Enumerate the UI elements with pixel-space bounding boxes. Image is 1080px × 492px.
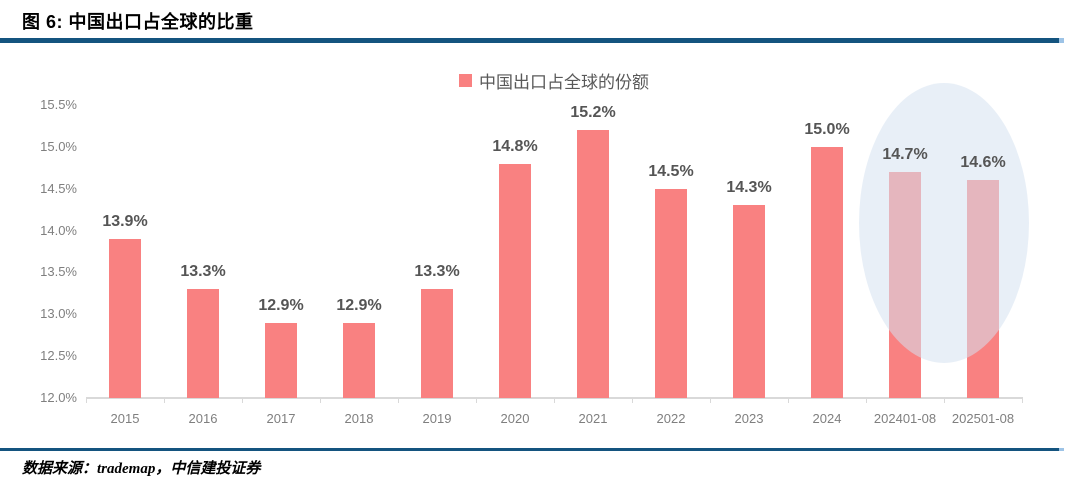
bar-2022 xyxy=(655,188,687,398)
x-axis-tickmark xyxy=(86,398,87,403)
x-axis-tickmark xyxy=(164,398,165,403)
highlight-ellipse xyxy=(859,83,1029,363)
y-axis-tick-label: 12.0% xyxy=(40,390,77,405)
bar-2020 xyxy=(499,163,531,398)
y-axis-tick-label: 14.5% xyxy=(40,180,77,196)
x-axis-label: 2018 xyxy=(344,411,374,426)
bar-value-label: 13.3% xyxy=(414,263,460,281)
legend-marker-swatch xyxy=(459,74,472,87)
y-axis-tick-label: 15.5% xyxy=(40,97,77,112)
footer-rule xyxy=(0,448,1064,451)
y-axis-tick-label: 12.5% xyxy=(40,348,77,364)
title-rule xyxy=(0,38,1064,43)
x-axis-label: 2017 xyxy=(266,411,296,426)
x-axis-tickmark xyxy=(398,398,399,403)
bar-2023 xyxy=(733,205,765,398)
bar-2019 xyxy=(421,289,453,398)
bar-value-label: 14.3% xyxy=(726,179,772,197)
x-axis-tickmark xyxy=(320,398,321,403)
figure-title: 图 6: 中国出口占全球的比重 xyxy=(22,12,254,32)
y-axis-tick-label: 13.5% xyxy=(40,264,77,280)
bar-value-label: 14.6% xyxy=(960,154,1006,172)
y-axis-tick-label: 14.0% xyxy=(40,222,77,238)
x-axis-label: 2016 xyxy=(188,411,218,426)
bar-value-label: 14.7% xyxy=(882,145,928,163)
x-axis-label: 202501-08 xyxy=(951,411,1015,426)
x-axis-tickmark xyxy=(476,398,477,403)
x-axis-label: 2023 xyxy=(734,411,764,426)
y-axis-tick-label: 13.0% xyxy=(40,306,77,322)
x-axis-tickmark xyxy=(710,398,711,403)
bar-value-label: 15.2% xyxy=(570,104,616,122)
bar-2018 xyxy=(343,322,375,398)
x-axis-label: 202401-08 xyxy=(873,411,937,426)
x-axis-tickmark xyxy=(554,398,555,403)
bar-value-label: 12.9% xyxy=(258,296,304,314)
x-axis-tickmark xyxy=(1022,398,1023,403)
x-axis-tickmark xyxy=(788,398,789,403)
bar-2021 xyxy=(577,130,609,398)
x-axis-label: 2015 xyxy=(110,411,140,426)
chart-legend: 中国出口占全球的份额 xyxy=(86,68,1022,93)
data-source-note: 数据来源：trademap，中信建投证券 xyxy=(22,461,261,477)
y-axis-tick-label: 15.0% xyxy=(40,138,77,154)
x-axis-label: 2021 xyxy=(578,411,608,426)
bar-value-label: 13.9% xyxy=(102,212,148,230)
bar-2024 xyxy=(811,146,843,398)
bar-value-label: 14.8% xyxy=(492,137,538,155)
bar-value-label: 12.9% xyxy=(336,296,382,314)
x-axis-tickmark xyxy=(944,398,945,403)
bar-value-label: 13.3% xyxy=(180,263,226,281)
bar-2016 xyxy=(187,289,219,398)
bar-2015 xyxy=(109,238,141,398)
bar-2017 xyxy=(265,322,297,398)
x-axis-label: 2024 xyxy=(812,411,842,426)
bar-value-label: 15.0% xyxy=(804,120,850,138)
x-axis-tickmark xyxy=(632,398,633,403)
bar-value-label: 14.5% xyxy=(648,162,694,180)
x-axis-label: 2019 xyxy=(422,411,452,426)
x-axis-label: 2020 xyxy=(500,411,530,426)
legend-label: 中国出口占全球的份额 xyxy=(479,73,649,92)
x-axis-label: 2022 xyxy=(656,411,686,426)
x-axis-tickmark xyxy=(242,398,243,403)
x-axis-tickmark xyxy=(866,398,867,403)
